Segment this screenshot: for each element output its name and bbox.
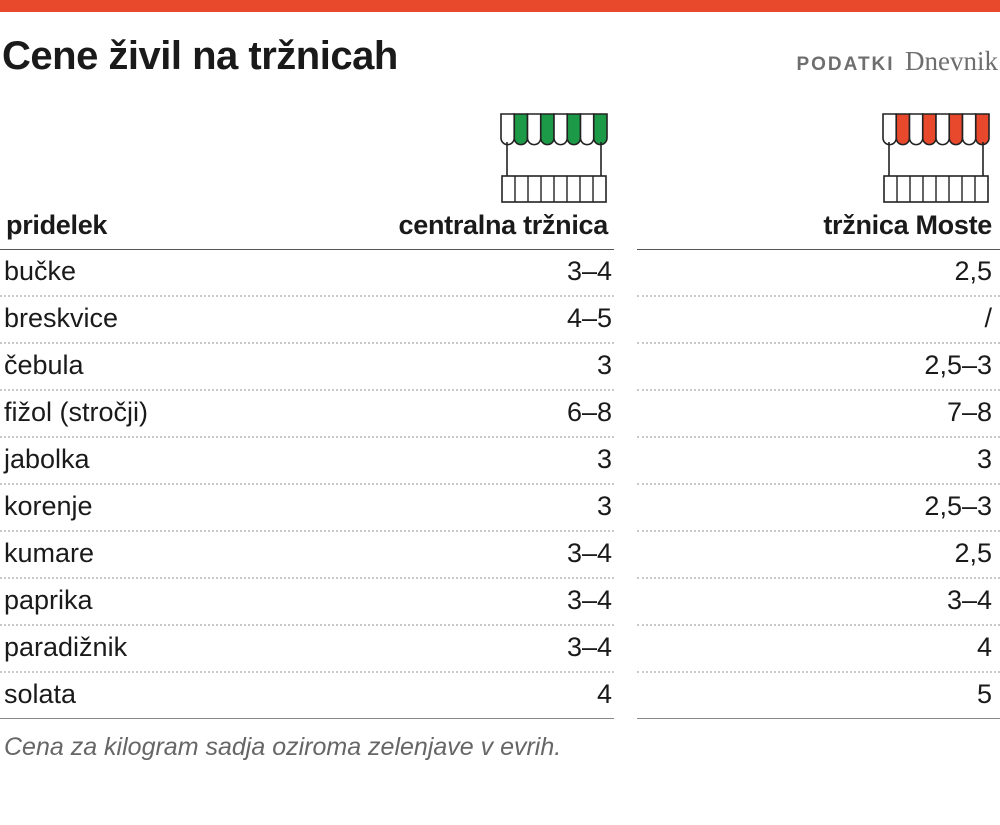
cell-moste: 2,5–3 <box>924 350 992 380</box>
cell-crop: fižol (stročji) <box>4 397 149 427</box>
cell-moste: 3–4 <box>946 585 992 615</box>
cell-central: 4 <box>596 679 612 709</box>
row-divider-left <box>0 342 614 344</box>
column-header-crop: pridelek <box>6 210 108 240</box>
source-brand: Dnevnik <box>905 46 998 76</box>
column-header-moste-market: tržnica Moste <box>823 210 992 240</box>
footnote: Cena za kilogram sadja oziroma zelenjave… <box>4 733 562 761</box>
cell-central: 3 <box>596 350 612 380</box>
cell-crop: bučke <box>4 256 77 286</box>
cell-crop: jabolka <box>4 444 90 474</box>
market-stall-green-icon <box>500 113 608 203</box>
source-credit: PODATKI Dnevnik <box>796 46 998 77</box>
cell-moste: 4 <box>976 632 992 662</box>
cell-crop: paprika <box>4 585 93 615</box>
row-divider-left <box>0 436 614 438</box>
row-divider-right <box>637 342 1000 344</box>
row-divider-left <box>0 483 614 485</box>
table-row: čebula 3 2,5–3 <box>0 344 1000 391</box>
cell-crop: kumare <box>4 538 95 568</box>
row-divider-right <box>637 577 1000 579</box>
table-row: paradižnik 3–4 4 <box>0 626 1000 673</box>
table-row: korenje 3 2,5–3 <box>0 485 1000 532</box>
cell-crop: breskvice <box>4 303 119 333</box>
cell-moste: 7–8 <box>946 397 992 427</box>
cell-crop: paradižnik <box>4 632 128 662</box>
row-divider-right <box>637 436 1000 438</box>
table-row: solata 4 5 <box>0 673 1000 720</box>
cell-central: 3–4 <box>566 538 612 568</box>
column-header-central-market: centralna tržnica <box>398 210 609 240</box>
cell-moste: 2,5 <box>954 256 992 286</box>
row-divider-left <box>0 577 614 579</box>
chart-title: Cene živil na tržnicah <box>2 34 398 78</box>
table-row: jabolka 3 3 <box>0 438 1000 485</box>
row-divider-left <box>0 389 614 391</box>
cell-moste: 5 <box>976 679 992 709</box>
row-divider-right <box>637 295 1000 297</box>
row-divider-left <box>0 530 614 532</box>
row-divider-left <box>0 295 614 297</box>
header-rule-right <box>637 249 1000 250</box>
cell-central: 3–4 <box>566 256 612 286</box>
cell-central: 3 <box>596 491 612 521</box>
cell-central: 3 <box>596 444 612 474</box>
cell-moste: 2,5–3 <box>924 491 992 521</box>
row-divider-right <box>637 483 1000 485</box>
table-row: paprika 3–4 3–4 <box>0 579 1000 626</box>
row-divider-right <box>637 389 1000 391</box>
cell-crop: korenje <box>4 491 93 521</box>
market-stall-red-icon <box>882 113 990 203</box>
table-row: breskvice 4–5 / <box>0 297 1000 344</box>
cell-central: 3–4 <box>566 585 612 615</box>
source-label: PODATKI <box>796 54 895 75</box>
table-row: fižol (stročji) 6–8 7–8 <box>0 391 1000 438</box>
table-row: bučke 3–4 2,5 <box>0 250 1000 297</box>
row-divider-right <box>637 624 1000 626</box>
header-rule-left <box>0 249 614 250</box>
cell-central: 6–8 <box>566 397 612 427</box>
cell-central: 4–5 <box>566 303 612 333</box>
cell-crop: čebula <box>4 350 84 380</box>
top-accent-bar <box>0 0 1000 12</box>
cell-moste: 2,5 <box>954 538 992 568</box>
cell-moste: 3 <box>976 444 992 474</box>
row-divider-right <box>637 530 1000 532</box>
bottom-rule-left <box>0 718 614 719</box>
cell-moste: / <box>984 303 992 333</box>
cell-crop: solata <box>4 679 77 709</box>
row-divider-right <box>637 671 1000 673</box>
table-row: kumare 3–4 2,5 <box>0 532 1000 579</box>
row-divider-left <box>0 624 614 626</box>
bottom-rule-right <box>637 718 1000 719</box>
row-divider-left <box>0 671 614 673</box>
cell-central: 3–4 <box>566 632 612 662</box>
